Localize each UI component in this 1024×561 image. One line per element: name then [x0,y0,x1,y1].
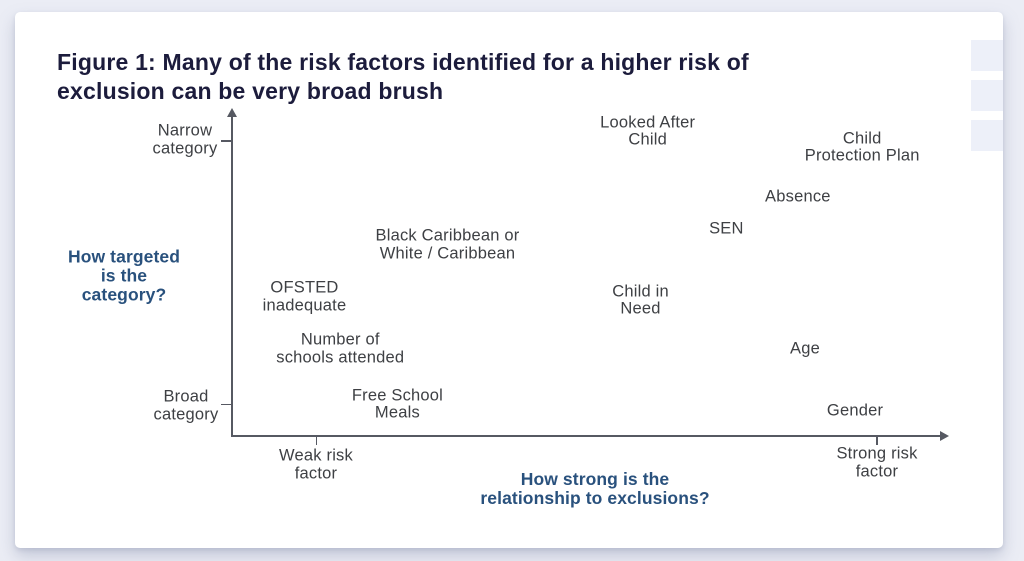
decorative-squares [971,40,1003,151]
risk-factor-label: OFSTED inadequate [262,278,347,315]
risk-factor-label: Child in Need [612,282,669,318]
x-axis-title: How strong is the relationship to exclus… [480,469,710,508]
risk-factor-label: Number of schools attended [276,330,405,367]
x-axis-line [232,435,940,437]
y-axis-max-label: Narrow category [152,121,218,157]
risk-factor-label: Age [790,339,820,358]
risk-factor-label: Black Caribbean or White / Caribbean [375,226,520,263]
y-axis-min-label: Broad category [153,387,219,423]
risk-factor-label: SEN [709,219,744,238]
y-axis-tick-broad [221,403,232,405]
y-axis-title: How targeted is the category? [67,246,181,305]
x-axis-tick-strong [876,437,878,445]
risk-factor-label: Free School Meals [351,386,444,422]
y-axis-line [231,116,233,437]
y-axis-arrowhead-icon [226,108,237,117]
figure-card: Figure 1: Many of the risk factors ident… [15,12,1003,548]
figure-title: Figure 1: Many of the risk factors ident… [57,49,749,104]
y-axis-tick-narrow [221,140,232,142]
x-axis-arrowhead-icon [940,430,949,441]
decorative-square [971,120,1003,151]
risk-factor-label: Absence [765,186,831,205]
decorative-square [971,80,1003,111]
risk-factor-label: Gender [826,401,884,420]
x-axis-max-label: Strong risk factor [836,444,918,480]
x-axis-tick-weak [315,437,317,445]
risk-factor-label: Looked After Child [600,113,696,149]
risk-factor-label: Child Protection Plan [804,129,920,165]
x-axis-min-label: Weak risk factor [279,446,353,482]
decorative-square [971,40,1003,71]
